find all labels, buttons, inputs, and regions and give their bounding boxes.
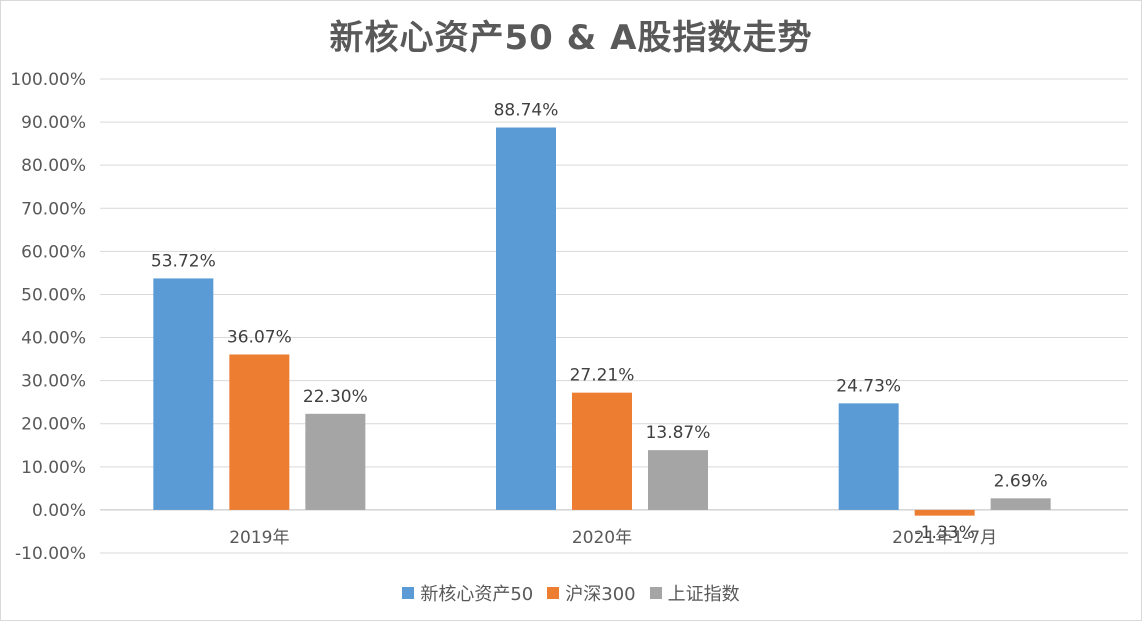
data-label: 13.87%	[646, 423, 711, 443]
bar-2-3	[914, 509, 975, 516]
legend-swatch-series-2	[547, 587, 560, 599]
legend-label-series-3: 上证指数	[667, 584, 740, 605]
legend-swatch-series-1	[402, 587, 415, 599]
x-tick-label: 2021年1-7月	[892, 528, 997, 548]
bar-2-2	[572, 392, 632, 510]
y-tick-label: 20.00%	[21, 415, 86, 435]
y-tick-label: 80.00%	[21, 156, 86, 176]
y-tick-label: 40.00%	[21, 329, 86, 349]
legend-label-series-1: 新核心资产50	[420, 584, 534, 605]
y-tick-label: 30.00%	[21, 372, 86, 392]
data-label: 2.69%	[994, 471, 1048, 491]
legend-swatch-series-3	[649, 587, 662, 599]
data-label: 22.30%	[303, 387, 368, 407]
data-label: 24.73%	[836, 376, 901, 396]
bar-3-3	[990, 498, 1051, 510]
legend-item-series-2: 沪深300	[547, 580, 636, 606]
y-tick-label: 0.00%	[32, 501, 86, 521]
y-tick-label: 90.00%	[21, 113, 86, 133]
bar-1-1	[153, 278, 214, 510]
data-label: 27.21%	[570, 366, 635, 386]
bar-1-3	[838, 403, 899, 510]
y-tick-label: 10.00%	[21, 458, 86, 478]
data-label: 53.72%	[151, 251, 216, 271]
legend: 新核心资产50 沪深300 上证指数	[0, 580, 1142, 606]
legend-item-series-3: 上证指数	[649, 580, 740, 606]
y-tick-label: -10.00%	[15, 544, 86, 564]
y-tick-label: 70.00%	[21, 199, 86, 219]
x-tick-label: 2019年	[229, 528, 289, 548]
legend-item-series-1: 新核心资产50	[402, 580, 533, 606]
y-tick-label: 60.00%	[21, 242, 86, 262]
data-label: 36.07%	[227, 327, 292, 347]
bar-2-1	[229, 354, 290, 510]
bar-1-2	[496, 127, 556, 510]
y-tick-label: 100.00%	[10, 70, 86, 90]
data-label: 88.74%	[494, 101, 559, 121]
data-label: -1.33%	[915, 523, 975, 543]
legend-label-series-2: 沪深300	[565, 584, 636, 605]
chart-title: 新核心资产50 & A股指数走势	[329, 18, 813, 58]
y-tick-label: 50.00%	[21, 285, 86, 305]
x-tick-label: 2020年	[572, 528, 632, 548]
bar-3-2	[648, 450, 708, 510]
bar-3-1	[305, 413, 366, 510]
